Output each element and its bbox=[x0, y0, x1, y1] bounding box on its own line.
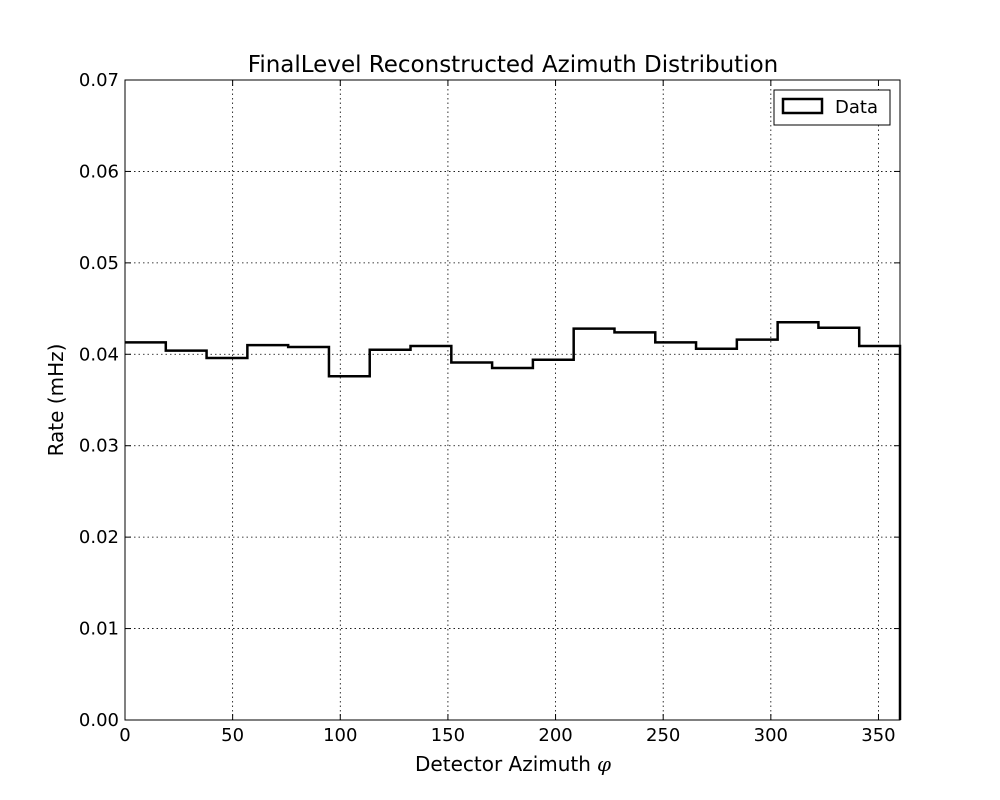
x-tick-label: 0 bbox=[119, 725, 130, 746]
legend-label: Data bbox=[835, 97, 878, 118]
x-tick-label: 150 bbox=[431, 725, 465, 746]
x-tick-labels: 0 50 100 150 200 250 300 350 bbox=[119, 725, 895, 746]
legend: Data bbox=[773, 89, 891, 126]
data-step-line bbox=[125, 321, 902, 720]
chart-title: FinalLevel Reconstructed Azimuth Distrib… bbox=[248, 52, 778, 78]
legend-swatch bbox=[781, 97, 824, 115]
x-axis-label-text: Detector Azimuth bbox=[415, 752, 591, 776]
x-tick-label: 100 bbox=[323, 725, 357, 746]
x-tick-label: 350 bbox=[861, 725, 895, 746]
y-tick-label: 0.04 bbox=[79, 344, 119, 365]
y-tick-label: 0.06 bbox=[79, 161, 119, 182]
y-tick-label: 0.00 bbox=[79, 710, 119, 731]
plot-frame bbox=[124, 79, 901, 721]
y-tick-label: 0.03 bbox=[79, 436, 119, 457]
legend-box bbox=[773, 89, 891, 126]
x-tick-label: 200 bbox=[538, 725, 572, 746]
x-tick-label: 50 bbox=[221, 725, 244, 746]
x-axis-label: Detector Azimuth φ bbox=[415, 752, 611, 776]
ticks bbox=[124, 79, 900, 721]
y-axis-label: Rate (mHz) bbox=[44, 344, 68, 457]
x-axis-label-symbol: φ bbox=[597, 752, 611, 776]
y-tick-label: 0.01 bbox=[79, 619, 119, 640]
series-layer bbox=[125, 321, 902, 720]
x-tick-label: 250 bbox=[646, 725, 680, 746]
y-tick-label: 0.07 bbox=[79, 70, 119, 91]
y-tick-label: 0.02 bbox=[79, 527, 119, 548]
y-tick-labels: 0.00 0.01 0.02 0.03 0.04 0.05 0.06 0.07 bbox=[79, 70, 119, 731]
x-tick-label: 300 bbox=[754, 725, 788, 746]
y-tick-label: 0.05 bbox=[79, 253, 119, 274]
